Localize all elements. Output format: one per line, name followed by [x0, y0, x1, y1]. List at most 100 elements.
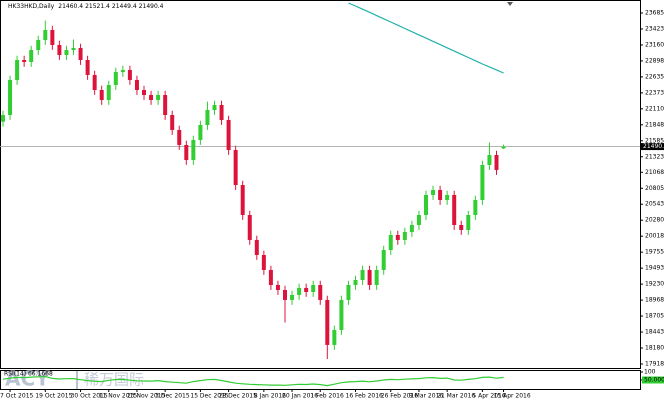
y-tick-label: 19755.5	[645, 249, 664, 256]
candle-body	[240, 185, 245, 216]
header-high: 21521.4	[85, 3, 110, 10]
candle-body	[487, 154, 492, 165]
candle-body	[473, 199, 478, 216]
candle-body	[360, 269, 365, 280]
y-tick-label: 23685.5	[645, 9, 664, 16]
candle-body	[381, 249, 386, 270]
candle-body	[149, 94, 154, 100]
candle-body	[198, 124, 203, 140]
candle-body	[170, 115, 175, 130]
candle-body	[283, 289, 287, 300]
candle-body	[177, 129, 182, 145]
rsi-tick-label: 50.0000	[644, 377, 664, 384]
candle-body	[15, 59, 20, 80]
x-tick-label: 28 Dec 2015	[219, 393, 258, 400]
y-tick-label: 18968.0	[645, 297, 664, 304]
candle-body	[36, 39, 41, 51]
candle-body	[134, 79, 139, 91]
x-tick-label: 16 Feb 2016	[346, 393, 384, 400]
watermark-logo: ACY	[5, 367, 50, 391]
y-tick-label: 20018.0	[645, 233, 664, 240]
candle-body	[311, 284, 316, 292]
rsi-level-box	[642, 376, 664, 384]
y-tick-label: 18180.5	[645, 345, 664, 352]
y-tick-label: 19493.0	[645, 265, 664, 272]
candle-body	[318, 284, 323, 300]
rsi-label: RSI(14) 66.1668	[4, 371, 53, 378]
candle-body	[275, 284, 280, 290]
moving-average	[348, 2, 504, 74]
y-tick-label: 23160.5	[645, 41, 664, 48]
candle-body	[431, 189, 436, 195]
candle-body	[452, 194, 457, 225]
candle-body	[212, 104, 217, 110]
y-tick-label: 22110.5	[645, 105, 664, 112]
header-close: 21490.4	[139, 3, 164, 10]
x-tick-label: 15 Apr 2016	[494, 393, 531, 400]
y-tick-label: 21585.5	[645, 137, 664, 144]
candle-body	[43, 29, 48, 40]
candle-body	[424, 194, 428, 216]
candle-body	[29, 50, 34, 63]
candle-body	[466, 215, 471, 230]
candle-body	[1, 115, 5, 122]
candle-body	[22, 59, 27, 63]
rsi-line	[2, 375, 504, 387]
candle-body	[205, 109, 210, 125]
candle-body	[163, 94, 168, 116]
candle-body	[254, 239, 259, 255]
candle-body	[71, 48, 76, 51]
header-low: 21449.4	[112, 3, 137, 10]
candle-body	[184, 144, 189, 160]
main-frame	[0, 0, 641, 369]
candle-body	[226, 120, 231, 151]
y-tick-label: 21323.0	[645, 153, 664, 160]
y-tick-label: 20543.0	[645, 201, 664, 208]
candle-body	[445, 194, 450, 200]
x-tick-label: 26 Feb 2016	[381, 393, 419, 400]
y-tick-label: 17918.0	[645, 360, 664, 367]
candle-body	[459, 224, 464, 230]
candle-body	[50, 29, 55, 45]
candle-body	[290, 294, 295, 300]
candle-body	[402, 231, 407, 240]
rsi-tick-label: 100	[644, 369, 656, 376]
candle-body	[438, 189, 443, 200]
x-tick-label: 19 Oct 2015	[35, 393, 72, 400]
y-tick-label: 22373.0	[645, 89, 664, 96]
candle-body	[99, 90, 104, 100]
x-tick-label: 30 Oct 2015	[71, 393, 108, 400]
shift-marker	[507, 2, 513, 6]
candle-body	[268, 269, 273, 285]
candle-body	[409, 224, 414, 232]
candle-body	[113, 71, 118, 86]
candle-body	[120, 69, 125, 72]
candle-body	[247, 215, 252, 240]
candle-body	[233, 150, 238, 185]
candle-body	[332, 329, 337, 345]
candle-body	[367, 269, 372, 285]
x-tick-label: 9 Mar 2016	[409, 393, 443, 400]
candle-body	[78, 48, 83, 60]
candle-body	[156, 94, 161, 100]
x-tick-label: 21 Mar 2016	[437, 393, 475, 400]
candle-body	[494, 154, 499, 170]
y-tick-label: 21068.0	[645, 169, 664, 176]
symbol-header: HK33HKD,Daily 21460.4 21521.4 21449.4 21490.…	[8, 3, 164, 10]
y-tick-label: 20280.5	[645, 217, 664, 224]
y-tick-label: 18705.5	[645, 313, 664, 320]
candle-body	[64, 50, 69, 56]
y-tick-label: 22898.0	[645, 57, 664, 64]
candle-body	[388, 234, 393, 250]
candle-body	[261, 254, 266, 270]
x-tick-label: 8 Jan 2016	[254, 393, 286, 400]
candle-body	[374, 269, 379, 285]
y-tick-label: 20805.5	[645, 185, 664, 192]
candle-body	[346, 284, 351, 300]
candle-body	[297, 287, 302, 295]
candle-body	[339, 299, 344, 330]
candle-body	[106, 85, 111, 100]
candle-body	[57, 44, 62, 56]
x-tick-label: 1 Feb 2016	[310, 393, 344, 400]
